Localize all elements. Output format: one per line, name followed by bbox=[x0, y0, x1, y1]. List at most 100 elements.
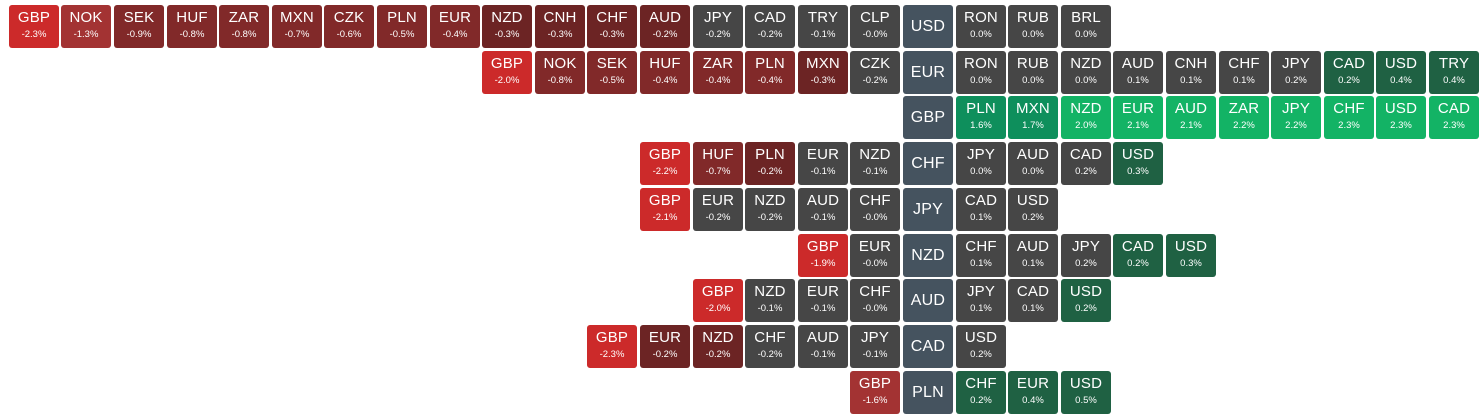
pair-tile-nzd-cad[interactable]: CAD 0.2% bbox=[1113, 233, 1163, 277]
pair-tile-usd-sek[interactable]: SEK -0.9% bbox=[114, 5, 164, 48]
pair-tile-eur-try[interactable]: TRY 0.4% bbox=[1429, 50, 1479, 94]
base-currency-pln[interactable]: PLN bbox=[903, 370, 953, 414]
pair-tile-cad-aud[interactable]: AUD -0.1% bbox=[798, 324, 848, 368]
heatmap-row-nzd: GBP -1.9% EUR -0.0% NZD CHF 0.1% AUD 0.1% JPY 0.2%… bbox=[0, 233, 1482, 279]
pair-tile-eur-rub[interactable]: RUB 0.0% bbox=[1008, 50, 1058, 94]
pair-tile-nzd-jpy[interactable]: JPY 0.2% bbox=[1061, 233, 1111, 277]
pair-tile-pln-gbp[interactable]: GBP -1.6% bbox=[850, 370, 900, 414]
pair-tile-nzd-usd[interactable]: USD 0.3% bbox=[1166, 233, 1216, 277]
base-currency-cad[interactable]: CAD bbox=[903, 324, 953, 368]
pair-tile-aud-nzd[interactable]: NZD -0.1% bbox=[745, 279, 795, 323]
pair-tile-chf-cad[interactable]: CAD 0.2% bbox=[1061, 142, 1111, 186]
pair-tile-gbp-usd[interactable]: USD 2.3% bbox=[1376, 96, 1426, 140]
pair-tile-gbp-jpy[interactable]: JPY 2.2% bbox=[1271, 96, 1321, 140]
pair-tile-jpy-eur[interactable]: EUR -0.2% bbox=[693, 187, 743, 231]
pair-tile-cad-chf[interactable]: CHF -0.2% bbox=[745, 324, 795, 368]
pair-tile-chf-eur[interactable]: EUR -0.1% bbox=[798, 142, 848, 186]
pair-tile-eur-zar[interactable]: ZAR -0.4% bbox=[693, 50, 743, 94]
pair-tile-eur-nok[interactable]: NOK -0.8% bbox=[535, 50, 585, 94]
pair-tile-eur-mxn[interactable]: MXN -0.3% bbox=[798, 50, 848, 94]
pair-tile-eur-ron[interactable]: RON 0.0% bbox=[956, 50, 1006, 94]
pair-tile-eur-jpy[interactable]: JPY 0.2% bbox=[1271, 50, 1321, 94]
pair-tile-chf-usd[interactable]: USD 0.3% bbox=[1113, 142, 1163, 186]
pair-tile-eur-czk[interactable]: CZK -0.2% bbox=[850, 50, 900, 94]
pair-tile-usd-try[interactable]: TRY -0.1% bbox=[798, 5, 848, 48]
pair-tile-eur-nzd[interactable]: NZD 0.0% bbox=[1061, 50, 1111, 94]
pair-tile-eur-huf[interactable]: HUF -0.4% bbox=[640, 50, 690, 94]
pair-tile-gbp-chf[interactable]: CHF 2.3% bbox=[1324, 96, 1374, 140]
pair-tile-cad-nzd[interactable]: NZD -0.2% bbox=[693, 324, 743, 368]
pair-tile-eur-gbp[interactable]: GBP -2.0% bbox=[482, 50, 532, 94]
change-percent: -0.3% bbox=[599, 29, 625, 40]
pair-tile-eur-chf[interactable]: CHF 0.1% bbox=[1219, 50, 1269, 94]
pair-tile-usd-nzd[interactable]: NZD -0.3% bbox=[482, 5, 532, 48]
pair-tile-cad-usd[interactable]: USD 0.2% bbox=[956, 324, 1006, 368]
pair-tile-eur-aud[interactable]: AUD 0.1% bbox=[1113, 50, 1163, 94]
pair-tile-aud-chf[interactable]: CHF -0.0% bbox=[850, 279, 900, 323]
pair-tile-usd-aud[interactable]: AUD -0.2% bbox=[640, 5, 690, 48]
base-currency-eur[interactable]: EUR bbox=[903, 50, 953, 94]
pair-tile-nzd-eur[interactable]: EUR -0.0% bbox=[850, 233, 900, 277]
pair-tile-eur-pln[interactable]: PLN -0.4% bbox=[745, 50, 795, 94]
pair-tile-usd-jpy[interactable]: JPY -0.2% bbox=[693, 5, 743, 48]
pair-tile-usd-chf[interactable]: CHF -0.3% bbox=[587, 5, 637, 48]
pair-tile-chf-nzd[interactable]: NZD -0.1% bbox=[850, 142, 900, 186]
base-currency-chf[interactable]: CHF bbox=[903, 142, 953, 186]
pair-tile-nzd-aud[interactable]: AUD 0.1% bbox=[1008, 233, 1058, 277]
pair-tile-usd-zar[interactable]: ZAR -0.8% bbox=[219, 5, 269, 48]
pair-tile-aud-jpy[interactable]: JPY 0.1% bbox=[956, 279, 1006, 323]
pair-tile-eur-cnh[interactable]: CNH 0.1% bbox=[1166, 50, 1216, 94]
pair-tile-aud-cad[interactable]: CAD 0.1% bbox=[1008, 279, 1058, 323]
pair-tile-gbp-cad[interactable]: CAD 2.3% bbox=[1429, 96, 1479, 140]
pair-tile-gbp-aud[interactable]: AUD 2.1% bbox=[1166, 96, 1216, 140]
pair-tile-cad-jpy[interactable]: JPY -0.1% bbox=[850, 324, 900, 368]
pair-tile-cad-gbp[interactable]: GBP -2.3% bbox=[587, 324, 637, 368]
base-currency-usd[interactable]: USD bbox=[903, 5, 953, 48]
pair-tile-usd-cnh[interactable]: CNH -0.3% bbox=[535, 5, 585, 48]
pair-tile-usd-ron[interactable]: RON 0.0% bbox=[956, 5, 1006, 48]
pair-tile-gbp-nzd[interactable]: NZD 2.0% bbox=[1061, 96, 1111, 140]
pair-tile-chf-aud[interactable]: AUD 0.0% bbox=[1008, 142, 1058, 186]
pair-tile-pln-chf[interactable]: CHF 0.2% bbox=[956, 370, 1006, 414]
pair-tile-gbp-eur[interactable]: EUR 2.1% bbox=[1113, 96, 1163, 140]
pair-tile-gbp-mxn[interactable]: MXN 1.7% bbox=[1008, 96, 1058, 140]
pair-tile-usd-nok[interactable]: NOK -1.3% bbox=[61, 5, 111, 48]
base-currency-gbp[interactable]: GBP bbox=[903, 96, 953, 140]
pair-tile-jpy-nzd[interactable]: NZD -0.2% bbox=[745, 187, 795, 231]
pair-tile-usd-eur[interactable]: EUR -0.4% bbox=[430, 5, 480, 48]
pair-tile-usd-mxn[interactable]: MXN -0.7% bbox=[272, 5, 322, 48]
base-currency-jpy[interactable]: JPY bbox=[903, 187, 953, 231]
base-currency-nzd[interactable]: NZD bbox=[903, 233, 953, 277]
pair-tile-nzd-chf[interactable]: CHF 0.1% bbox=[956, 233, 1006, 277]
base-currency-aud[interactable]: AUD bbox=[903, 279, 953, 323]
pair-tile-jpy-gbp[interactable]: GBP -2.1% bbox=[640, 187, 690, 231]
pair-tile-aud-gbp[interactable]: GBP -2.0% bbox=[693, 279, 743, 323]
pair-tile-pln-usd[interactable]: USD 0.5% bbox=[1061, 370, 1111, 414]
pair-tile-jpy-usd[interactable]: USD 0.2% bbox=[1008, 187, 1058, 231]
pair-tile-usd-huf[interactable]: HUF -0.8% bbox=[167, 5, 217, 48]
pair-tile-gbp-pln[interactable]: PLN 1.6% bbox=[956, 96, 1006, 140]
pair-tile-jpy-aud[interactable]: AUD -0.1% bbox=[798, 187, 848, 231]
pair-tile-pln-eur[interactable]: EUR 0.4% bbox=[1008, 370, 1058, 414]
pair-tile-eur-cad[interactable]: CAD 0.2% bbox=[1324, 50, 1374, 94]
pair-tile-nzd-gbp[interactable]: GBP -1.9% bbox=[798, 233, 848, 277]
pair-tile-usd-cad[interactable]: CAD -0.2% bbox=[745, 5, 795, 48]
pair-tile-usd-brl[interactable]: BRL 0.0% bbox=[1061, 5, 1111, 48]
pair-tile-chf-jpy[interactable]: JPY 0.0% bbox=[956, 142, 1006, 186]
pair-tile-cad-eur[interactable]: EUR -0.2% bbox=[640, 324, 690, 368]
pair-tile-usd-czk[interactable]: CZK -0.6% bbox=[324, 5, 374, 48]
pair-tile-usd-gbp[interactable]: GBP -2.3% bbox=[9, 5, 59, 48]
pair-tile-usd-clp[interactable]: CLP -0.0% bbox=[850, 5, 900, 48]
pair-tile-jpy-cad[interactable]: CAD 0.1% bbox=[956, 187, 1006, 231]
pair-tile-usd-rub[interactable]: RUB 0.0% bbox=[1008, 5, 1058, 48]
pair-tile-aud-usd[interactable]: USD 0.2% bbox=[1061, 279, 1111, 323]
pair-tile-jpy-chf[interactable]: CHF -0.0% bbox=[850, 187, 900, 231]
pair-tile-eur-usd[interactable]: USD 0.4% bbox=[1376, 50, 1426, 94]
pair-tile-aud-eur[interactable]: EUR -0.1% bbox=[798, 279, 848, 323]
pair-tile-usd-pln[interactable]: PLN -0.5% bbox=[377, 5, 427, 48]
pair-tile-gbp-zar[interactable]: ZAR 2.2% bbox=[1219, 96, 1269, 140]
pair-tile-eur-sek[interactable]: SEK -0.5% bbox=[587, 50, 637, 94]
pair-tile-chf-pln[interactable]: PLN -0.2% bbox=[745, 142, 795, 186]
pair-tile-chf-gbp[interactable]: GBP -2.2% bbox=[640, 142, 690, 186]
pair-tile-chf-huf[interactable]: HUF -0.7% bbox=[693, 142, 743, 186]
